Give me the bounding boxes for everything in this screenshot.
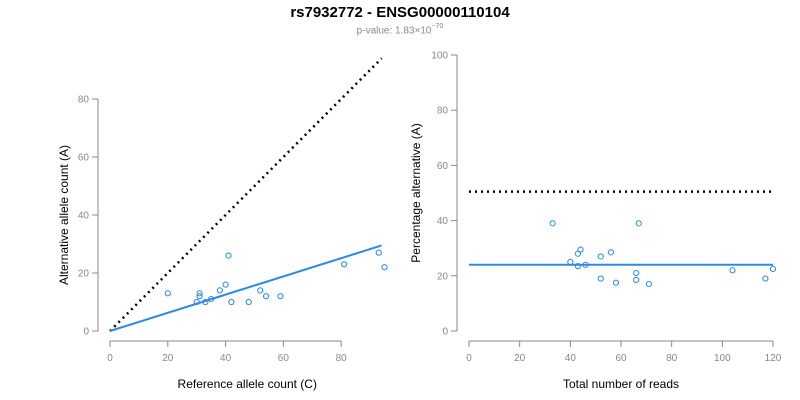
data-point — [597, 275, 604, 282]
percentage-alternative-panel: 0 20 40 60 80 100 120 0 20 40 60 80 100 Total number … — [409, 51, 782, 392]
data-point — [597, 253, 604, 260]
data-point — [769, 265, 777, 272]
y-tick-label: 0 — [442, 327, 448, 338]
data-point — [193, 298, 200, 306]
data-point — [245, 298, 252, 306]
data-point — [549, 220, 556, 227]
y-tick-label: 0 — [83, 327, 89, 338]
data-point — [277, 293, 284, 300]
y-tick-label: 60 — [437, 161, 449, 172]
data-point — [607, 249, 614, 256]
data-point — [340, 261, 348, 268]
x-axis-label: Reference allele count (C) — [178, 377, 317, 391]
data-point — [225, 252, 232, 259]
data-point — [262, 293, 270, 300]
data-point — [381, 264, 388, 271]
data-point — [635, 220, 642, 227]
x-tick-label: 40 — [220, 353, 232, 364]
y-tick-label: 100 — [431, 51, 448, 62]
x-tick-label: 80 — [336, 353, 348, 364]
data-point — [574, 263, 582, 270]
x-tick-label: 100 — [714, 353, 731, 364]
y-tick-label: 20 — [78, 269, 90, 280]
data-point — [375, 249, 382, 256]
data-point — [577, 246, 584, 253]
data-point — [222, 281, 229, 288]
x-tick-label: 40 — [565, 353, 577, 364]
y-axis-label: Alternative allele count (A) — [57, 145, 71, 285]
data-point — [196, 290, 203, 297]
x-tick-label: 80 — [666, 353, 678, 364]
data-point — [762, 275, 769, 282]
x-tick-label: 20 — [514, 353, 526, 364]
p-value-text: p-value: 1.83×10 — [356, 25, 432, 37]
allele-count-panel: 0 20 40 60 80 0 20 40 60 80 Reference allele count… — [57, 57, 388, 391]
x-tick-label: 0 — [107, 353, 113, 364]
p-value-exponent: −70 — [431, 23, 444, 30]
data-point — [196, 293, 203, 300]
p-value-subtitle: p-value: 1.83×10−70 — [0, 23, 800, 37]
x-tick-label: 20 — [162, 353, 174, 364]
x-tick-label: 120 — [765, 353, 782, 364]
x-tick-label: 60 — [615, 353, 627, 364]
reference-line — [109, 57, 383, 332]
data-point — [164, 290, 171, 297]
data-point — [729, 267, 736, 274]
x-tick-label: 0 — [466, 353, 472, 364]
data-point — [567, 258, 574, 266]
y-tick-label: 40 — [78, 211, 90, 222]
data-point — [216, 287, 223, 294]
data-point — [202, 298, 209, 306]
data-point — [612, 279, 620, 286]
chart-title: rs7932772 - ENSG00000110104 — [290, 4, 510, 21]
data-point — [645, 280, 652, 288]
data-point — [208, 296, 215, 303]
x-tick-label: 60 — [278, 353, 290, 364]
y-tick-label: 40 — [437, 216, 449, 227]
data-point — [633, 276, 640, 284]
y-tick-label: 60 — [78, 153, 90, 164]
y-tick-label: 80 — [437, 106, 449, 117]
fit-line — [109, 244, 382, 332]
y-tick-label: 20 — [437, 271, 449, 282]
data-point — [257, 287, 264, 294]
data-point — [582, 261, 589, 268]
data-point — [228, 298, 235, 306]
y-tick-label: 80 — [78, 95, 90, 106]
x-axis-label: Total number of reads — [563, 377, 679, 391]
data-point — [633, 269, 640, 277]
y-axis-label: Percentage alternative (A) — [409, 123, 423, 262]
